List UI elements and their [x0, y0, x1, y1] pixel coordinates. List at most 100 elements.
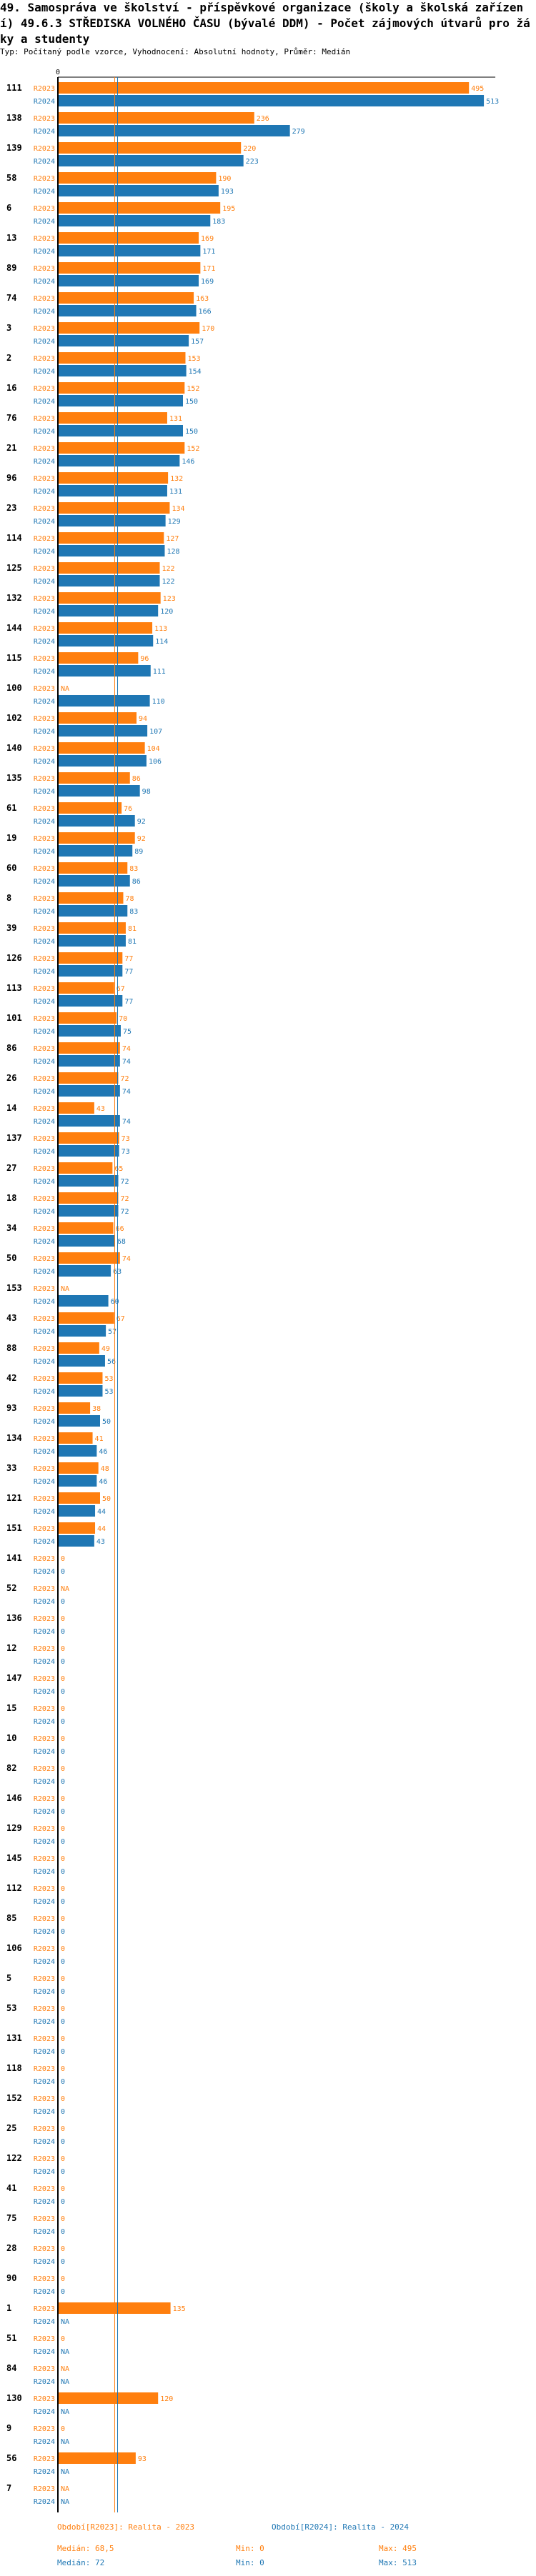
series-label: R2024 [34, 2468, 55, 2476]
value-label: 0 [61, 2065, 65, 2073]
value-label: 495 [471, 85, 484, 93]
value-label: 0 [61, 1898, 65, 1906]
series-label: R2023 [34, 955, 55, 963]
series-label: R2024 [34, 1868, 55, 1876]
series-label: R2024 [34, 1238, 55, 1246]
median-r2024: Medián: 72 [57, 2558, 105, 2567]
bar-r2024 [59, 215, 211, 226]
value-label: 46 [99, 1478, 107, 1486]
series-label: R2024 [34, 1568, 55, 1576]
group-label: 106 [6, 1943, 22, 1953]
bar-r2023 [59, 1222, 114, 1234]
value-label: 65 [114, 1165, 123, 1173]
series-label: R2023 [34, 1165, 55, 1173]
bar-r2024 [59, 1115, 120, 1127]
value-label: 67 [116, 1315, 125, 1323]
value-label: 53 [104, 1388, 113, 1396]
series-label: R2023 [34, 895, 55, 903]
group-label: 151 [6, 1523, 22, 1533]
value-label: 56 [107, 1358, 116, 1366]
bar-r2023 [59, 142, 242, 154]
series-label: R2024 [34, 638, 55, 646]
group-label: 58 [6, 173, 16, 183]
series-label: R2024 [34, 698, 55, 706]
value-label: 0 [61, 2078, 65, 2086]
value-label: 76 [124, 805, 132, 813]
series-label: R2024 [34, 1748, 55, 1756]
value-label: 78 [125, 895, 134, 903]
bar-r2023 [59, 2452, 136, 2464]
series-label: R2023 [34, 775, 55, 783]
min-r2024: Min: 0 [236, 2558, 264, 2567]
series-label: R2024 [34, 578, 55, 586]
value-label: 195 [222, 205, 235, 213]
series-label: R2023 [34, 1045, 55, 1053]
group-label: 34 [6, 1223, 16, 1233]
bar-r2024 [59, 1175, 119, 1187]
bar-r2024 [59, 815, 135, 827]
series-label: R2023 [34, 985, 55, 993]
series-label: R2023 [34, 1105, 55, 1113]
value-label: 0 [61, 2125, 65, 2133]
bar-r2024 [59, 125, 290, 136]
bar-r2023 [59, 2392, 159, 2404]
value-label: 72 [121, 1208, 129, 1216]
bar-r2024 [59, 785, 140, 797]
value-label: 190 [218, 175, 231, 183]
series-label: R2024 [34, 1958, 55, 1966]
value-label: 46 [99, 1448, 107, 1456]
series-label: R2024 [34, 2318, 55, 2326]
series-label: R2023 [34, 2245, 55, 2253]
value-label: 0 [61, 2425, 65, 2433]
value-label: 114 [155, 638, 168, 646]
series-label: R2024 [34, 188, 55, 196]
value-label: 0 [61, 1718, 65, 1726]
bar-r2023 [59, 1102, 94, 1114]
value-label: 57 [108, 1328, 116, 1336]
series-label: R2023 [34, 625, 55, 633]
series-label: R2024 [34, 1988, 55, 1996]
series-label: R2023 [34, 2455, 55, 2463]
series-label: R2024 [34, 1058, 55, 1066]
group-label: 140 [6, 743, 22, 753]
series-label: R2023 [34, 1435, 55, 1443]
series-label: R2023 [34, 1075, 55, 1083]
group-label: 43 [6, 1313, 16, 1323]
series-label: R2024 [34, 728, 55, 736]
value-label: NA [61, 2348, 69, 2356]
group-label: 136 [6, 1613, 22, 1623]
value-label: 134 [172, 505, 184, 513]
value-label: 0 [61, 1928, 65, 1936]
series-label: R2024 [34, 428, 55, 436]
bar-r2024 [59, 605, 159, 616]
bar-r2023 [59, 1372, 103, 1384]
series-label: R2023 [34, 205, 55, 213]
min-r2023: Min: 0 [236, 2544, 264, 2553]
group-label: 7 [6, 2483, 11, 2493]
bar-r2023 [59, 712, 137, 724]
series-label: R2023 [34, 1975, 55, 1983]
bar-r2023 [59, 172, 217, 184]
group-label: 75 [6, 2213, 16, 2223]
value-label: 0 [61, 1645, 65, 1653]
bar-r2023 [59, 862, 128, 874]
bar-r2024 [59, 425, 183, 436]
value-label: 93 [138, 2455, 147, 2463]
group-label: 61 [6, 803, 16, 813]
series-label: R2024 [34, 2198, 55, 2206]
group-label: 52 [6, 1583, 16, 1593]
bar-r2023 [59, 262, 201, 274]
value-label: 220 [243, 145, 256, 153]
value-label: 0 [61, 2168, 65, 2176]
series-label: R2023 [34, 1495, 55, 1503]
value-label: 127 [166, 535, 179, 543]
series-label: R2024 [34, 998, 55, 1006]
series-label: R2023 [34, 2275, 55, 2283]
value-label: 0 [61, 1658, 65, 1666]
series-label: R2023 [34, 565, 55, 573]
series-label: R2023 [34, 415, 55, 423]
value-label: 152 [187, 445, 199, 453]
series-label: R2024 [34, 1448, 55, 1456]
series-label: R2023 [34, 1855, 55, 1863]
bar-r2023 [59, 1132, 119, 1144]
